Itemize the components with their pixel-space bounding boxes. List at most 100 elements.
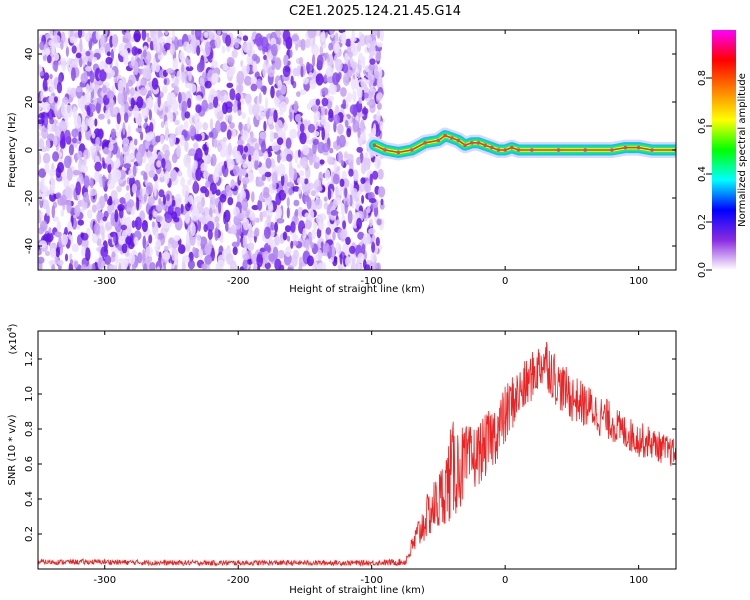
spectrogram-noise-cell xyxy=(335,219,341,225)
spectrogram-noise-cell xyxy=(76,150,83,160)
signal-trace-point xyxy=(476,141,481,145)
spectrogram-noise-cell xyxy=(213,95,219,108)
spectrogram-noise-cell xyxy=(276,218,285,224)
spectrogram-noise-cell xyxy=(231,49,238,59)
spectrogram-noise-cell xyxy=(187,179,192,186)
spectrogram-noise-cell xyxy=(173,235,181,242)
x-tick-label: -100 xyxy=(360,276,383,287)
spectrogram-noise-cell xyxy=(359,86,363,99)
spectrogram-noise-cell xyxy=(57,162,64,173)
spectrogram-noise-cell xyxy=(270,85,275,99)
spectrogram-noise-cell xyxy=(80,264,87,270)
spectrogram-noise-cell xyxy=(38,131,42,138)
x-tick-label: 0 xyxy=(502,575,508,586)
y-tick-label: 0.8 xyxy=(24,421,35,437)
spectrogram-noise-cell xyxy=(176,144,181,158)
spectrogram-noise-cell xyxy=(148,109,152,121)
spectrogram-noise-cell xyxy=(46,133,55,141)
spectrogram-noise-cell xyxy=(357,41,362,53)
spectrogram-noise-cell xyxy=(229,88,236,101)
spectrogram-noise-cell xyxy=(328,108,334,119)
spectrogram-noise-cell xyxy=(229,122,235,129)
spectrogram-noise-cell xyxy=(57,259,64,266)
signal-trace-point xyxy=(383,148,387,152)
spectrogram-noise-cell xyxy=(221,45,226,54)
spectrogram-noise-cell xyxy=(185,43,193,54)
spectrogram-noise-cell xyxy=(185,57,189,65)
spectrogram-noise-cell xyxy=(368,63,376,71)
spectrogram-noise-cell xyxy=(294,113,302,123)
spectrogram-noise-cell xyxy=(348,52,353,58)
spectrogram-noise-cell xyxy=(61,102,66,116)
spectrogram-noise-cell xyxy=(256,180,265,187)
spectrogram-noise-cell xyxy=(269,130,275,143)
spectrogram-noise-cell xyxy=(323,196,328,202)
signal-trace-point xyxy=(510,145,514,150)
spectrogram-noise-cell xyxy=(56,231,62,238)
spectrogram-noise-cell xyxy=(177,170,183,177)
spectrogram-noise-cell xyxy=(195,30,202,40)
spectrogram-noise-cell xyxy=(95,101,101,114)
spectrogram-y-label: Frequency (Hz) xyxy=(7,112,18,188)
spectrogram-noise-cell xyxy=(123,163,132,169)
spectrogram-noise-cell xyxy=(257,199,263,211)
spectrogram-noise-cell xyxy=(236,212,244,219)
spectrogram-noise-cell xyxy=(96,202,101,210)
spectrogram-noise-cell xyxy=(363,259,367,269)
spectrogram-noise-cell xyxy=(38,151,41,165)
spectrogram-noise-cell xyxy=(126,184,130,191)
spectrogram-noise-cell xyxy=(135,189,140,197)
spectrogram-noise-cell xyxy=(283,54,288,66)
colorbar-tick-label: 0.8 xyxy=(697,70,708,86)
spectrogram-noise-cell xyxy=(237,236,241,246)
spectrogram-noise-cell xyxy=(40,50,46,57)
spectrogram-noise-cell xyxy=(99,46,105,54)
spectrogram-noise-cell xyxy=(41,127,49,140)
spectrogram-noise-cell xyxy=(242,162,248,169)
spectrogram-noise-cell xyxy=(352,106,358,118)
spectrogram-noise-cell xyxy=(342,99,347,110)
spectrogram-noise-cell xyxy=(359,34,367,47)
spectrogram-noise-cell xyxy=(307,30,316,39)
spectrogram-noise-cell xyxy=(205,41,211,56)
spectrogram-noise-cell xyxy=(49,73,53,80)
spectrogram-noise-cell xyxy=(283,121,288,132)
spectrogram-noise-cell xyxy=(177,91,182,104)
spectrogram-noise-cell xyxy=(38,227,45,235)
spectrogram-noise-cell xyxy=(264,200,269,207)
snr-x-ticks: -300 -200 -100 0 100 xyxy=(93,331,648,586)
spectrogram-noise-cell xyxy=(340,229,346,243)
spectrogram-noise-cell xyxy=(98,128,104,140)
signal-trace-point xyxy=(650,148,654,152)
spectrogram-noise-cell xyxy=(154,231,159,240)
spectrogram-noise-cell xyxy=(75,181,81,196)
spectrogram-noise-cell xyxy=(86,105,91,116)
spectrogram-noise-cell xyxy=(312,54,316,67)
spectrogram-noise-cell xyxy=(259,111,265,120)
spectrogram-noise-cell xyxy=(43,72,50,81)
spectrogram-noise-cell xyxy=(334,40,340,54)
spectrogram-noise-cell xyxy=(256,78,263,89)
spectrogram-noise-cell xyxy=(60,209,65,217)
spectrogram-noise-cell xyxy=(92,56,98,63)
spectrogram-noise-cell xyxy=(144,66,152,80)
spectrogram-noise-cell xyxy=(89,177,94,189)
spectrogram-noise-cell xyxy=(357,73,361,79)
signal-trace-point xyxy=(409,148,414,152)
spectrogram-noise-cell xyxy=(82,56,86,67)
spectrogram-noise-cell xyxy=(80,232,84,239)
spectrogram-noise-cell xyxy=(195,167,202,181)
y-tick-label: -20 xyxy=(24,190,35,206)
spectrogram-noise-cell xyxy=(279,238,285,244)
spectrogram-noise-cell xyxy=(337,123,344,135)
spectrogram-noise-cell xyxy=(358,97,363,104)
spectrogram-noise-cell xyxy=(214,138,218,149)
signal-trace-point xyxy=(610,148,614,152)
spectrogram-noise-cell xyxy=(290,75,294,86)
spectrogram-noise-cell xyxy=(288,166,295,178)
spectrogram-noise-cell xyxy=(237,31,243,38)
spectrogram-x-ticks: -300 -200 -100 0 100 xyxy=(93,30,648,287)
spectrogram-noise-cell xyxy=(140,131,144,141)
spectrogram-noise-cell xyxy=(133,138,138,146)
x-tick-label: -100 xyxy=(360,575,383,586)
